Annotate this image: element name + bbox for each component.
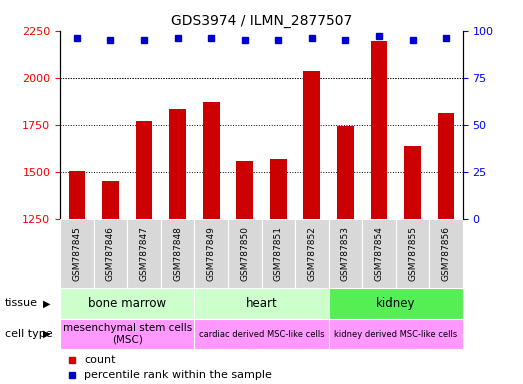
Text: GSM787856: GSM787856 [441, 226, 451, 281]
Text: GSM787849: GSM787849 [207, 226, 215, 281]
Bar [60, 219, 94, 288]
Text: percentile rank within the sample: percentile rank within the sample [84, 370, 272, 381]
Text: GSM787847: GSM787847 [140, 226, 149, 281]
Text: kidney derived MSC-like cells: kidney derived MSC-like cells [334, 329, 457, 339]
Bar [195, 288, 328, 319]
Text: cardiac derived MSC-like cells: cardiac derived MSC-like cells [199, 329, 324, 339]
Text: GSM787850: GSM787850 [240, 226, 249, 281]
Bar [60, 319, 195, 349]
Text: mesenchymal stem cells
(MSC): mesenchymal stem cells (MSC) [63, 323, 192, 345]
Bar [203, 102, 220, 219]
Bar [135, 121, 152, 219]
Text: tissue: tissue [5, 298, 38, 308]
Bar [127, 219, 161, 288]
Bar [396, 219, 429, 288]
Bar [94, 219, 127, 288]
Text: GSM787853: GSM787853 [341, 226, 350, 281]
Bar [161, 219, 195, 288]
Text: cell type: cell type [5, 329, 53, 339]
Bar [404, 146, 421, 219]
Text: GSM787845: GSM787845 [72, 226, 82, 281]
Bar [102, 181, 119, 219]
Bar [228, 219, 262, 288]
Bar [429, 219, 463, 288]
Text: GSM787855: GSM787855 [408, 226, 417, 281]
Text: GSM787851: GSM787851 [274, 226, 283, 281]
Text: heart: heart [246, 297, 277, 310]
Bar [69, 171, 85, 219]
Bar [195, 219, 228, 288]
Text: GSM787854: GSM787854 [374, 226, 383, 281]
Bar [371, 41, 388, 219]
Text: ▶: ▶ [43, 298, 51, 308]
Bar [262, 219, 295, 288]
Bar [328, 219, 362, 288]
Text: GSM787846: GSM787846 [106, 226, 115, 281]
Text: count: count [84, 355, 116, 365]
Bar [337, 126, 354, 219]
Text: GSM787848: GSM787848 [173, 226, 182, 281]
Bar [169, 109, 186, 219]
Bar [236, 161, 253, 219]
Bar [328, 288, 463, 319]
Bar [328, 319, 463, 349]
Text: bone marrow: bone marrow [88, 297, 166, 310]
Text: GSM787852: GSM787852 [308, 226, 316, 281]
Bar [60, 288, 195, 319]
Bar [295, 219, 328, 288]
Text: kidney: kidney [376, 297, 415, 310]
Bar [270, 159, 287, 219]
Bar [195, 319, 328, 349]
Text: ▶: ▶ [43, 329, 51, 339]
Title: GDS3974 / ILMN_2877507: GDS3974 / ILMN_2877507 [171, 14, 352, 28]
Bar [362, 219, 396, 288]
Bar [438, 113, 454, 219]
Bar [303, 71, 320, 219]
